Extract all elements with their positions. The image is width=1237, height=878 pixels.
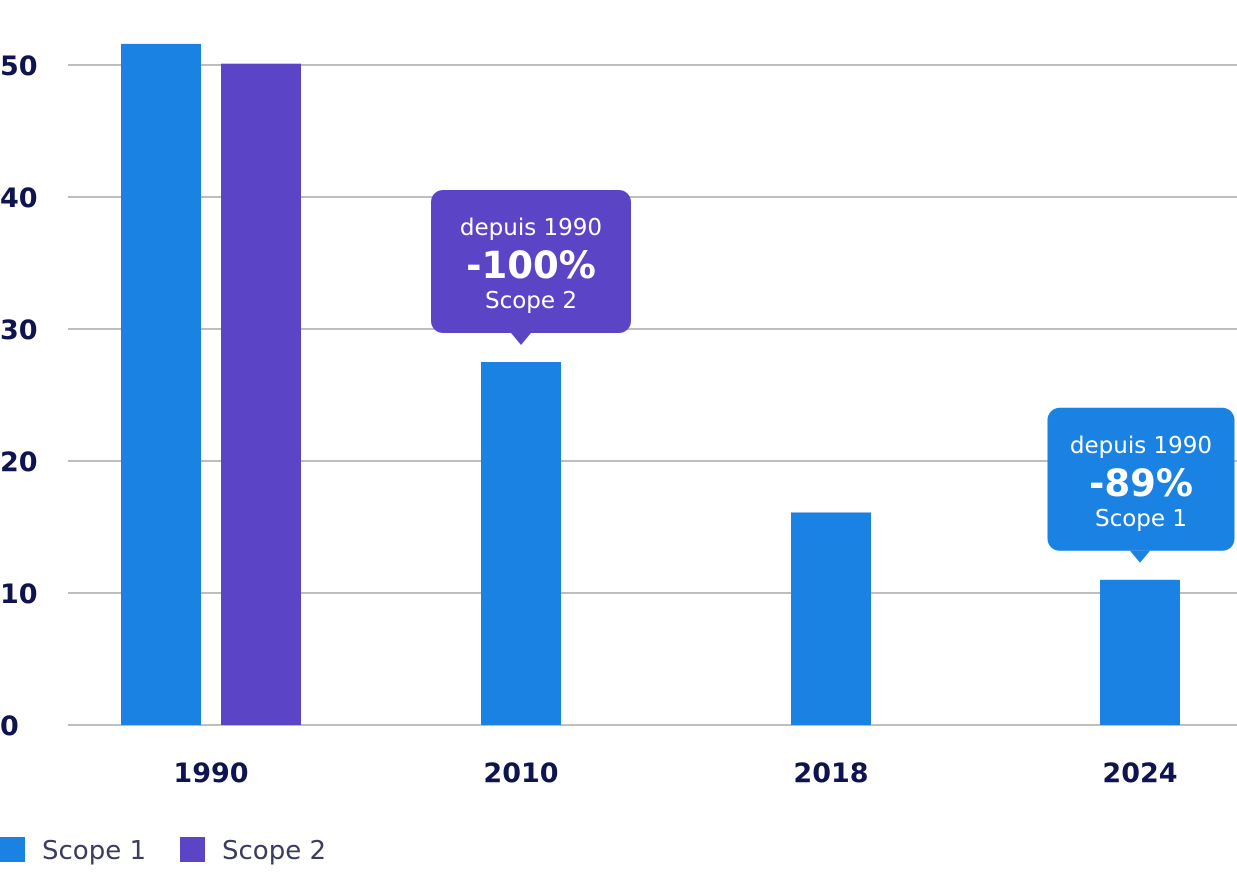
annotation-line1: depuis 1990 [460,215,602,241]
annotation-callout [431,190,631,333]
legend-label: Scope 1 [42,836,146,866]
x-tick-label: 1990 [173,758,248,789]
bar-scope-1-1990 [121,43,201,725]
annotation-value: -89% [1089,462,1193,505]
legend-label: Scope 2 [222,836,326,866]
y-tick-label: 30 [0,315,38,346]
x-tick-label: 2010 [483,758,558,789]
bar-scope-1-2018 [791,512,871,725]
y-tick-label: 40 [0,183,38,214]
bar-scope-1-2024 [1100,579,1180,725]
x-tick-label: 2018 [793,758,868,789]
annotation-line3: Scope 2 [485,288,577,314]
legend-swatch [180,837,205,862]
annotation-pointer [1130,550,1150,563]
annotation-line1: depuis 1990 [1070,433,1212,459]
annotation-value: -100% [466,244,596,287]
y-tick-label: 0 [0,711,19,742]
y-tick-label: 20 [0,447,38,478]
bar-scope-1-2010 [481,362,561,725]
annotation-callout [1047,407,1235,551]
y-tick-label: 10 [0,579,38,610]
legend-swatch [0,837,25,862]
annotation-pointer [511,333,531,345]
y-tick-label: 50 [0,51,38,82]
bar-scope-2-1990 [221,63,301,726]
annotation-line3: Scope 1 [1095,506,1187,532]
x-tick-label: 2024 [1102,758,1177,789]
